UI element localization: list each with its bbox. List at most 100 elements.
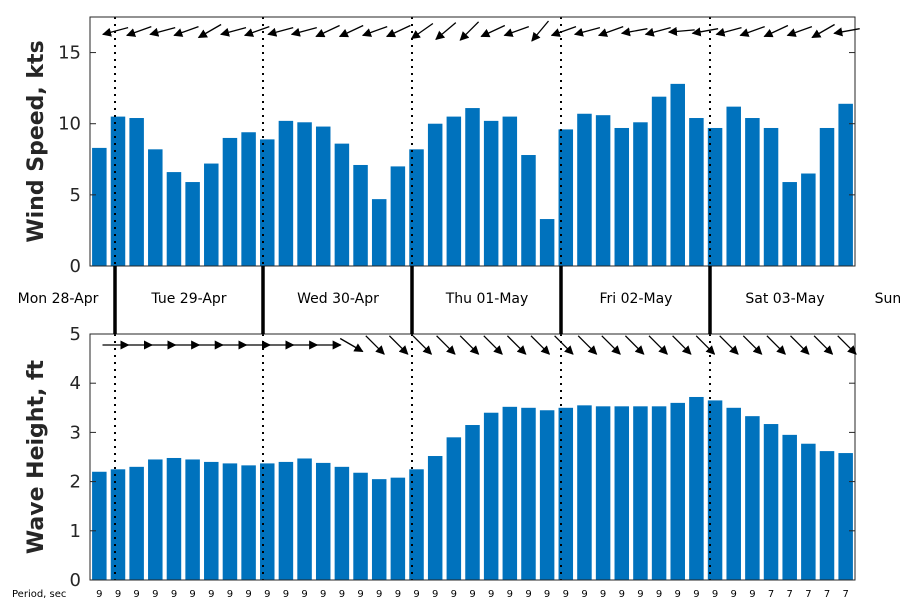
direction-arrow <box>531 20 549 42</box>
period-value: 9 <box>451 589 457 600</box>
day-label: Tue 29-Apr <box>150 291 226 307</box>
bar <box>390 477 406 580</box>
bar <box>390 166 406 266</box>
period-value: 7 <box>824 589 830 600</box>
direction-arrow <box>813 335 834 355</box>
bar <box>745 416 760 580</box>
period-value: 9 <box>357 589 363 600</box>
direction-arrow <box>435 22 457 40</box>
y-tick-label: 5 <box>70 185 81 206</box>
period-value: 9 <box>656 589 662 600</box>
y-tick-label: 0 <box>70 570 81 591</box>
period-value: 9 <box>96 589 102 600</box>
y-tick-label: 1 <box>70 521 81 542</box>
bar <box>334 143 350 266</box>
period-value: 9 <box>133 589 139 600</box>
direction-arrow <box>339 337 364 353</box>
period-value: 9 <box>152 589 158 600</box>
y-tick-label: 10 <box>58 114 81 135</box>
day-label: Mon 28-Apr <box>18 291 99 307</box>
direction-arrow <box>459 335 480 355</box>
period-value: 9 <box>581 589 587 600</box>
bar <box>278 461 294 580</box>
bar <box>315 126 331 266</box>
bar <box>427 123 443 267</box>
period-value: 9 <box>245 589 251 600</box>
direction-arrow <box>719 335 739 355</box>
direction-arrow <box>361 25 388 37</box>
bar <box>782 182 797 266</box>
period-value: 9 <box>376 589 382 600</box>
day-band: Mon 28-Apr Tue 29-Apr Wed 30-Apr Thu 01-May… <box>18 266 900 334</box>
bar <box>148 459 163 580</box>
bar <box>446 116 462 266</box>
wave-height-panel: 0 1 2 3 4 5 Wave Height, ft <box>24 324 857 591</box>
period-value: 9 <box>712 589 718 600</box>
bar <box>707 400 723 580</box>
direction-arrow <box>459 21 480 41</box>
direction-arrow <box>102 26 129 37</box>
bar <box>241 132 256 266</box>
direction-arrow <box>365 335 385 355</box>
bar <box>241 465 256 580</box>
period-value: 9 <box>227 589 233 600</box>
bar <box>129 118 144 267</box>
bar <box>278 120 294 267</box>
bar <box>166 172 182 266</box>
bar <box>651 96 667 267</box>
day-label: Fri 02-May <box>600 291 673 307</box>
bar <box>260 463 275 580</box>
direction-arrow <box>530 335 551 355</box>
bar <box>707 127 723 266</box>
bar <box>502 116 518 266</box>
direction-arrow <box>506 335 527 355</box>
bar <box>651 406 667 580</box>
bar <box>577 405 592 580</box>
day-label: Sun <box>875 291 900 307</box>
bar <box>838 103 853 266</box>
period-value: 7 <box>768 589 774 600</box>
bar <box>297 122 312 266</box>
bar <box>577 113 592 266</box>
bar <box>633 406 648 580</box>
direction-arrow <box>577 335 598 355</box>
period-value: 9 <box>637 589 643 600</box>
direction-arrow <box>480 24 506 38</box>
direction-arrow <box>648 335 668 355</box>
period-value: 7 <box>787 589 793 600</box>
period-value: 9 <box>320 589 326 600</box>
bar <box>185 459 200 580</box>
period-value: 9 <box>563 589 569 600</box>
period-row: Period, sec 9 9 9 9 9 9 9 9 9 9 9 9 9 9 9 9 9 9 9 9 9 9 9 9 9 9 9 9 9… <box>12 589 849 600</box>
direction-arrow <box>385 24 411 38</box>
bar <box>539 219 555 266</box>
direction-arrow <box>597 25 624 37</box>
bar <box>521 155 536 266</box>
bar <box>819 451 835 580</box>
direction-arrow <box>742 335 763 355</box>
bar <box>110 116 126 266</box>
direction-arrow <box>811 23 835 39</box>
period-value: 9 <box>171 589 177 600</box>
bar <box>483 120 499 267</box>
direction-arrow <box>644 26 671 37</box>
period-value: 9 <box>693 589 699 600</box>
period-value: 9 <box>208 589 214 600</box>
direction-arrow <box>620 27 648 37</box>
bar <box>446 437 462 580</box>
direction-arrow <box>173 25 199 37</box>
bar <box>465 425 480 580</box>
direction-arrow <box>554 335 574 355</box>
period-value: 9 <box>264 589 270 600</box>
bar <box>92 471 107 580</box>
bar <box>353 164 368 266</box>
direction-arrow <box>197 23 222 39</box>
direction-arrow <box>220 26 247 37</box>
direction-arrow <box>267 26 294 37</box>
direction-arrow <box>766 335 786 355</box>
bar <box>92 147 107 266</box>
bar <box>371 199 387 266</box>
period-value: 7 <box>805 589 811 600</box>
direction-arrow <box>672 335 692 355</box>
period-value: 9 <box>189 589 195 600</box>
